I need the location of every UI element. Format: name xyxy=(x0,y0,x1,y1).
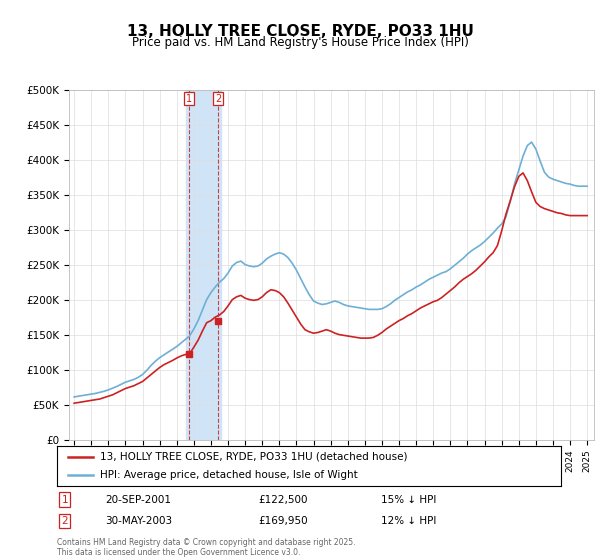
Text: Contains HM Land Registry data © Crown copyright and database right 2025.
This d: Contains HM Land Registry data © Crown c… xyxy=(57,538,355,557)
Text: 1: 1 xyxy=(61,494,68,505)
Text: 30-MAY-2003: 30-MAY-2003 xyxy=(105,516,172,526)
Text: 12% ↓ HPI: 12% ↓ HPI xyxy=(381,516,436,526)
Text: £169,950: £169,950 xyxy=(258,516,308,526)
Bar xyxy=(186,90,221,440)
Text: 2: 2 xyxy=(61,516,68,526)
Text: HPI: Average price, detached house, Isle of Wight: HPI: Average price, detached house, Isle… xyxy=(100,470,358,480)
Text: 13, HOLLY TREE CLOSE, RYDE, PO33 1HU (detached house): 13, HOLLY TREE CLOSE, RYDE, PO33 1HU (de… xyxy=(100,452,407,461)
Text: 15% ↓ HPI: 15% ↓ HPI xyxy=(381,494,436,505)
Text: 13, HOLLY TREE CLOSE, RYDE, PO33 1HU: 13, HOLLY TREE CLOSE, RYDE, PO33 1HU xyxy=(127,24,473,39)
Text: 1: 1 xyxy=(186,94,192,104)
Text: £122,500: £122,500 xyxy=(258,494,308,505)
Text: 2: 2 xyxy=(215,94,221,104)
Text: 20-SEP-2001: 20-SEP-2001 xyxy=(105,494,171,505)
Text: Price paid vs. HM Land Registry's House Price Index (HPI): Price paid vs. HM Land Registry's House … xyxy=(131,36,469,49)
